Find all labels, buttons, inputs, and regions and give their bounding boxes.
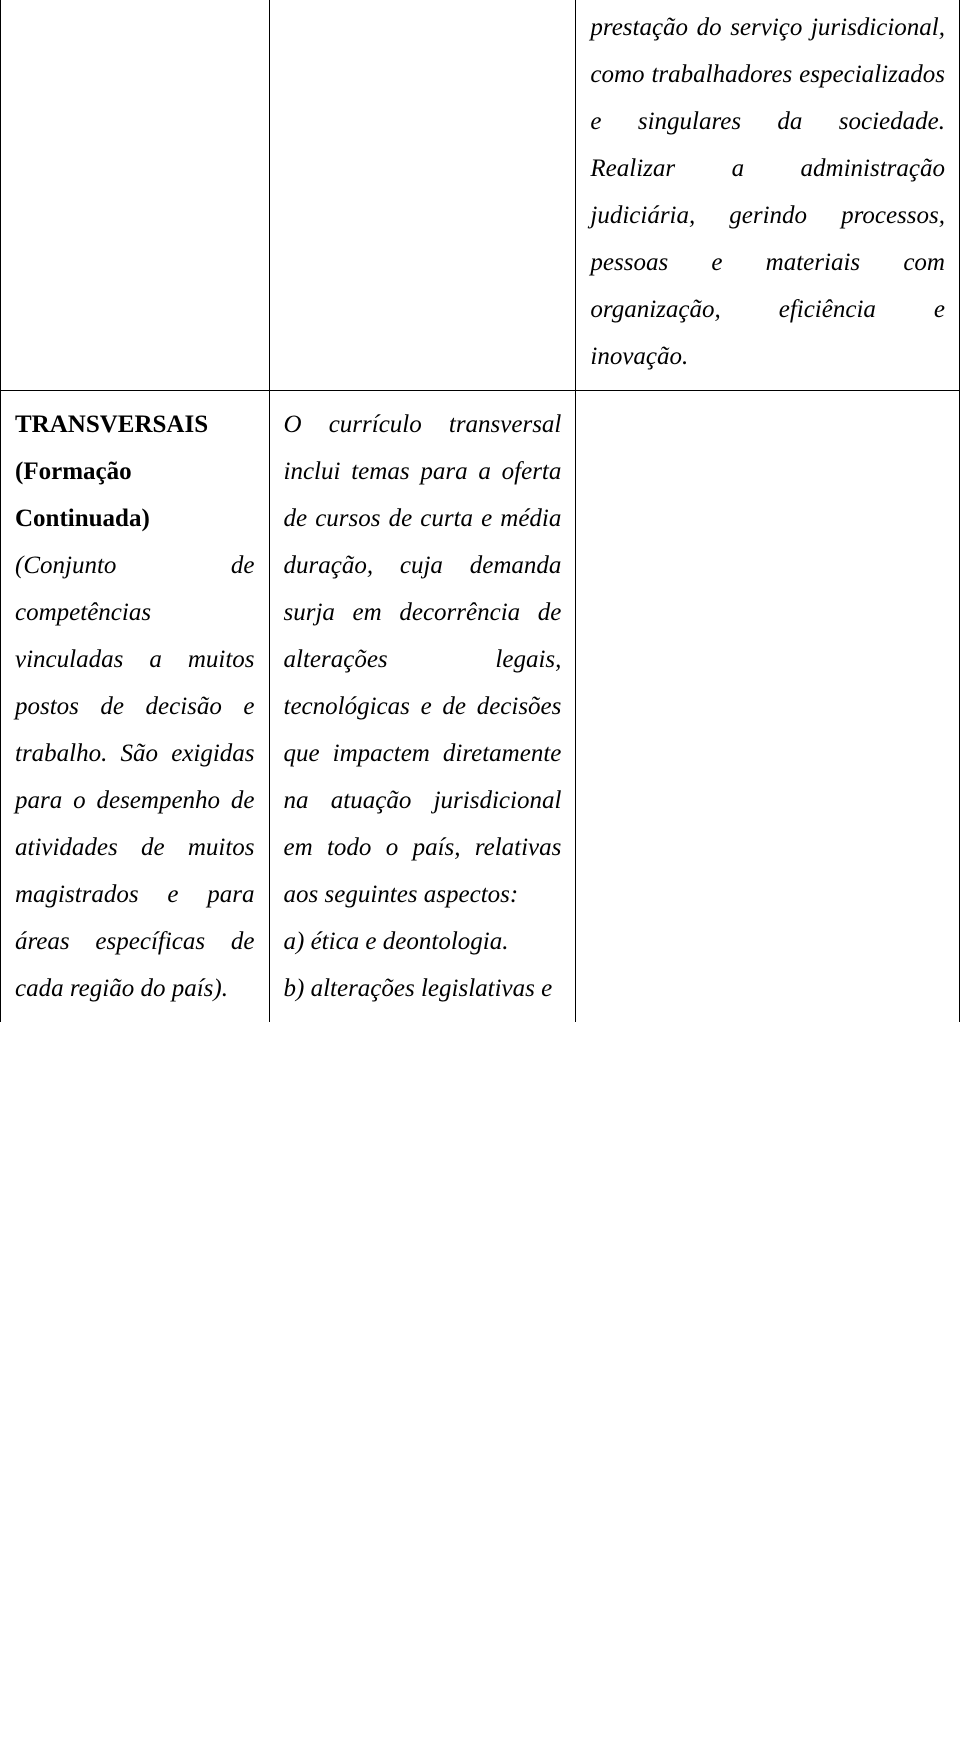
cell-row2-col2: O currículo transversal inclui temas par…	[269, 391, 576, 1023]
document-table: prestação do serviço jurisdicional, como…	[0, 0, 960, 1022]
table-row: TRANSVERSAIS (Formação Continuada) (Conj…	[1, 391, 960, 1023]
cell-row1-col1	[1, 0, 270, 391]
cell-row2-col1: TRANSVERSAIS (Formação Continuada) (Conj…	[1, 391, 270, 1023]
cell-row2-col3	[576, 391, 960, 1023]
cell-row1-col2	[269, 0, 576, 391]
table-row: prestação do serviço jurisdicional, como…	[1, 0, 960, 391]
cell-row1-col3: prestação do serviço jurisdicional, como…	[576, 0, 960, 391]
